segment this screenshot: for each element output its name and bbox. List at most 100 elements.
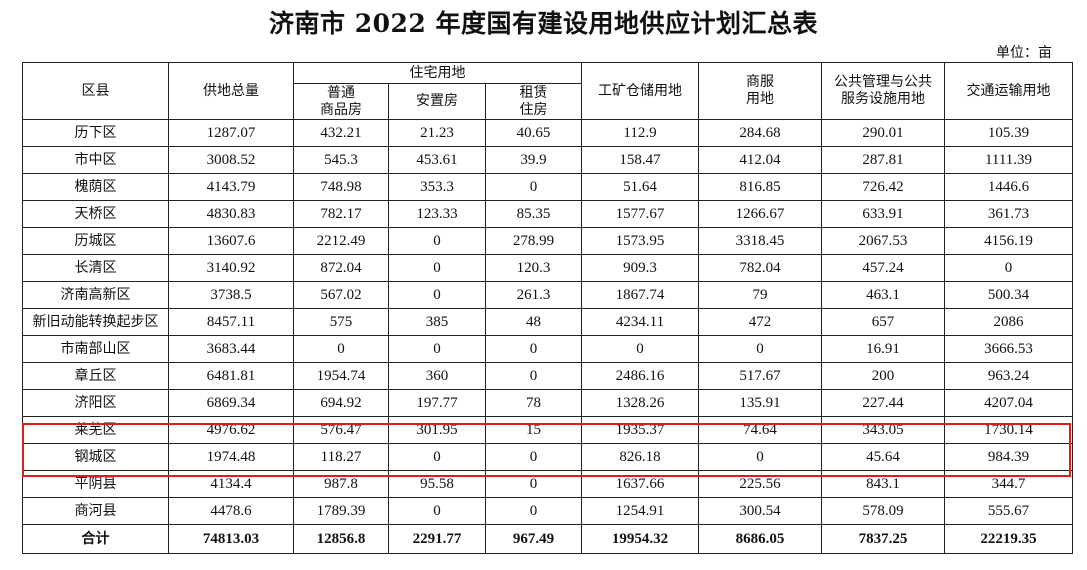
value-cell: 576.47	[293, 416, 389, 444]
value-cell: 4234.11	[581, 308, 699, 336]
header-commodity-housing: 普通 商品房	[293, 83, 389, 120]
value-cell: 261.3	[485, 281, 582, 309]
value-cell: 95.58	[388, 470, 486, 498]
value-cell: 225.56	[698, 470, 822, 498]
value-cell: 1954.74	[293, 362, 389, 390]
value-cell: 3738.5	[168, 281, 294, 309]
value-cell: 0	[485, 362, 582, 390]
value-cell: 748.98	[293, 173, 389, 201]
value-cell: 284.68	[698, 119, 822, 147]
value-cell: 726.42	[821, 173, 945, 201]
value-cell: 1637.66	[581, 470, 699, 498]
value-cell: 118.27	[293, 443, 389, 471]
value-cell: 3683.44	[168, 335, 294, 363]
value-cell: 1266.67	[698, 200, 822, 228]
district-cell: 济阳区	[22, 389, 169, 417]
value-cell: 457.24	[821, 254, 945, 282]
value-cell: 290.01	[821, 119, 945, 147]
value-cell: 0	[388, 443, 486, 471]
value-cell: 0	[388, 335, 486, 363]
table-row: 天桥区 4830.83 782.17 123.33 85.35 1577.67 1266.6…	[22, 200, 1073, 228]
value-cell: 361.73	[944, 200, 1073, 228]
value-cell: 984.39	[944, 443, 1073, 471]
value-cell: 2086	[944, 308, 1073, 336]
value-cell: 567.02	[293, 281, 389, 309]
district-cell: 钢城区	[22, 443, 169, 471]
total-value-cell: 8686.05	[698, 524, 822, 554]
value-cell: 1446.6	[944, 173, 1073, 201]
total-value-cell: 74813.03	[168, 524, 294, 554]
district-cell: 平阴县	[22, 470, 169, 498]
value-cell: 4830.83	[168, 200, 294, 228]
value-cell: 472	[698, 308, 822, 336]
table-row: 历城区 13607.6 2212.49 0 278.99 1573.95 3318.45 20…	[22, 227, 1073, 255]
header-total-supply: 供地总量	[168, 62, 294, 120]
value-cell: 4156.19	[944, 227, 1073, 255]
value-cell: 0	[944, 254, 1073, 282]
land-supply-table: 区县 供地总量 住宅用地 工矿仓储用地 商服 用地 公共管理与公共 服务设施用地…	[22, 62, 1073, 554]
value-cell: 633.91	[821, 200, 945, 228]
value-cell: 782.17	[293, 200, 389, 228]
value-cell: 135.91	[698, 389, 822, 417]
value-cell: 816.85	[698, 173, 822, 201]
header-district: 区县	[22, 62, 169, 120]
value-cell: 0	[698, 443, 822, 471]
value-cell: 0	[388, 281, 486, 309]
value-cell: 1789.39	[293, 497, 389, 525]
value-cell: 301.95	[388, 416, 486, 444]
value-cell: 6481.81	[168, 362, 294, 390]
value-cell: 843.1	[821, 470, 945, 498]
value-cell: 287.81	[821, 146, 945, 174]
table-row: 钢城区 1974.48 118.27 0 0 826.18 0 45.64 984.39	[22, 443, 1073, 471]
value-cell: 578.09	[821, 497, 945, 525]
table-row: 莱芜区 4976.62 576.47 301.95 15 1935.37 74.64 343.…	[22, 416, 1073, 444]
header-public-service: 公共管理与公共 服务设施用地	[821, 62, 945, 120]
unit-label: 单位：亩	[996, 45, 1052, 61]
value-cell: 120.3	[485, 254, 582, 282]
value-cell: 45.64	[821, 443, 945, 471]
value-cell: 3666.53	[944, 335, 1073, 363]
value-cell: 227.44	[821, 389, 945, 417]
value-cell: 16.91	[821, 335, 945, 363]
total-value-cell: 7837.25	[821, 524, 945, 554]
value-cell: 0	[485, 443, 582, 471]
value-cell: 545.3	[293, 146, 389, 174]
value-cell: 463.1	[821, 281, 945, 309]
value-cell: 1974.48	[168, 443, 294, 471]
table-row: 市南部山区 3683.44 0 0 0 0 0 16.91 3666.53	[22, 335, 1073, 363]
total-row: 合计 74813.03 12856.8 2291.77 967.49 19954.32 86…	[22, 524, 1073, 554]
value-cell: 0	[485, 470, 582, 498]
value-cell: 2067.53	[821, 227, 945, 255]
value-cell: 300.54	[698, 497, 822, 525]
value-cell: 0	[388, 497, 486, 525]
header-commercial: 商服 用地	[698, 62, 822, 120]
district-cell: 济南高新区	[22, 281, 169, 309]
value-cell: 1287.07	[168, 119, 294, 147]
table-row: 槐荫区 4143.79 748.98 353.3 0 51.64 816.85 726.42 1…	[22, 173, 1073, 201]
value-cell: 575	[293, 308, 389, 336]
value-cell: 85.35	[485, 200, 582, 228]
value-cell: 360	[388, 362, 486, 390]
value-cell: 40.65	[485, 119, 582, 147]
value-cell: 987.8	[293, 470, 389, 498]
table-row: 济阳区 6869.34 694.92 197.77 78 1328.26 135.91 227…	[22, 389, 1073, 417]
value-cell: 963.24	[944, 362, 1073, 390]
value-cell: 1111.39	[944, 146, 1073, 174]
total-value-cell: 12856.8	[293, 524, 389, 554]
district-cell: 槐荫区	[22, 173, 169, 201]
value-cell: 343.05	[821, 416, 945, 444]
value-cell: 1730.14	[944, 416, 1073, 444]
total-label: 合计	[22, 524, 169, 554]
table-row: 平阴县 4134.4 987.8 95.58 0 1637.66 225.56 843.1 34…	[22, 470, 1073, 498]
value-cell: 1867.74	[581, 281, 699, 309]
total-value-cell: 22219.35	[944, 524, 1073, 554]
district-cell: 市中区	[22, 146, 169, 174]
value-cell: 3318.45	[698, 227, 822, 255]
value-cell: 105.39	[944, 119, 1073, 147]
value-cell: 385	[388, 308, 486, 336]
value-cell: 79	[698, 281, 822, 309]
district-cell: 莱芜区	[22, 416, 169, 444]
value-cell: 3140.92	[168, 254, 294, 282]
district-cell: 长清区	[22, 254, 169, 282]
value-cell: 21.23	[388, 119, 486, 147]
